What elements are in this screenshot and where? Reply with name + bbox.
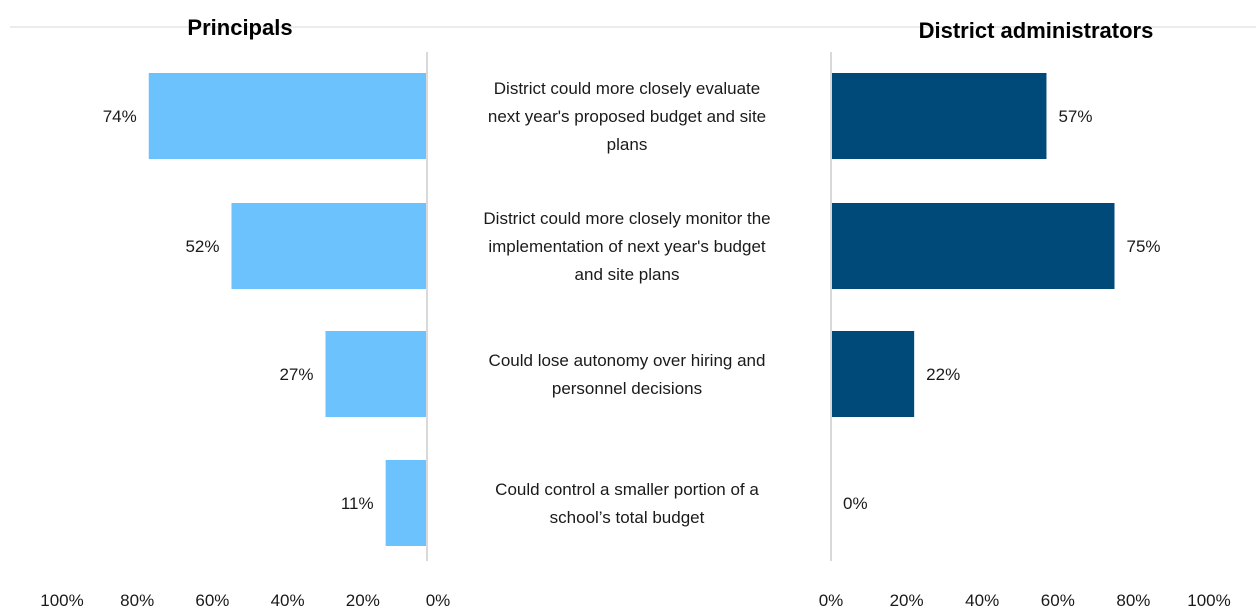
right-tick-label: 60% (1041, 591, 1075, 610)
category-label: District could more closely evaluate next… (488, 79, 766, 154)
category-label: District could more closely monitor the i… (483, 209, 770, 284)
district-administrators-value-label: 75% (1127, 237, 1161, 256)
category-label-line: and site plans (575, 265, 680, 284)
category-label-line: implementation of next year's budget (488, 237, 766, 256)
district-administrators-bar (831, 331, 915, 417)
right-tick-label: 100% (1187, 591, 1230, 610)
left-tick-label: 40% (271, 591, 305, 610)
left-tick-label: 60% (195, 591, 229, 610)
category-label-line: Could control a smaller portion of a (495, 480, 759, 499)
district-administrators-bar (831, 203, 1115, 289)
right-tick-label: 0% (819, 591, 844, 610)
left-tick-label: 0% (426, 591, 451, 610)
category-label-line: Could lose autonomy over hiring and (489, 351, 766, 370)
category-label-line: District could more closely evaluate (494, 79, 760, 98)
category-label: Could control a smaller portion of a scho… (495, 480, 759, 527)
category-label-line: plans (607, 135, 648, 154)
principals-value-label: 27% (279, 365, 313, 384)
principals-bar (231, 203, 427, 289)
principals-value-label: 11% (341, 494, 374, 513)
principals-title: Principals (187, 15, 292, 40)
right-tick-label: 80% (1116, 591, 1150, 610)
left-tick-label: 20% (346, 591, 380, 610)
district-administrators-title: District administrators (919, 18, 1154, 43)
principals-bar (385, 460, 427, 546)
left-tick-label: 100% (40, 591, 83, 610)
category-label: Could lose autonomy over hiring and perso… (489, 351, 766, 398)
category-label-line: personnel decisions (552, 379, 702, 398)
category-label-line: school’s total budget (550, 508, 705, 527)
category-label-line: District could more closely monitor the (483, 209, 770, 228)
principals-bar (325, 331, 427, 417)
left-tick-label: 80% (120, 591, 154, 610)
district-administrators-bar (831, 73, 1047, 159)
principals-value-label: 52% (185, 237, 219, 256)
right-tick-label: 20% (890, 591, 924, 610)
district-administrators-value-label: 22% (926, 365, 960, 384)
right-tick-label: 40% (965, 591, 999, 610)
principals-value-label: 74% (103, 107, 137, 126)
district-administrators-value-label: 57% (1058, 107, 1092, 126)
principals-bar (148, 73, 427, 159)
district-administrators-value-label: 0% (843, 494, 868, 513)
category-label-line: next year's proposed budget and site (488, 107, 766, 126)
